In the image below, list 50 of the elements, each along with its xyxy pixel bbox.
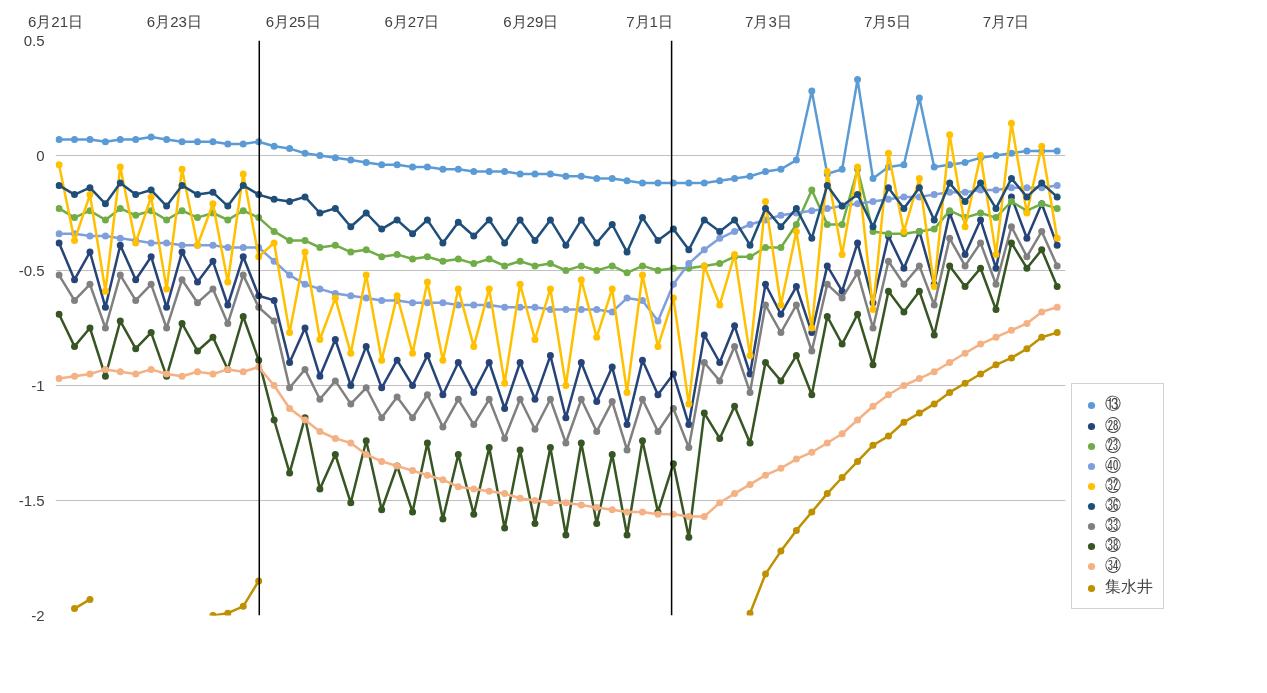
x-tick-label: 6月23日 xyxy=(146,12,202,30)
point xyxy=(823,490,831,498)
point xyxy=(1038,333,1046,341)
legend-label: ㊵ xyxy=(1105,457,1122,475)
x-tick-label: 6月25日 xyxy=(265,12,321,30)
point xyxy=(86,595,94,603)
point xyxy=(930,400,938,408)
x-tick-label: 7月5日 xyxy=(863,12,911,30)
y-tick-label: -1 xyxy=(31,376,45,394)
y-tick-label: -2 xyxy=(31,606,45,624)
y-tick-label: 0.5 xyxy=(23,31,45,49)
legend-label: ㉜ xyxy=(1105,477,1122,495)
legend-label: ㊳ xyxy=(1105,537,1122,555)
x-tick-label: 7月3日 xyxy=(745,12,792,30)
x-tick-label: 7月1日 xyxy=(626,12,673,30)
point xyxy=(792,526,800,534)
point xyxy=(900,418,908,426)
point xyxy=(946,388,954,396)
legend-label: ㊱ xyxy=(1105,497,1122,515)
x-tick-label: 7月7日 xyxy=(982,12,1030,30)
point xyxy=(1007,354,1015,362)
legend-label: ㉝ xyxy=(1105,517,1122,535)
x-tick-label: 6月21日 xyxy=(27,12,84,30)
legend-label: ㉞ xyxy=(1105,557,1122,575)
point xyxy=(961,379,969,387)
point xyxy=(869,441,877,449)
x-tick-label: 6月29日 xyxy=(503,12,559,30)
point xyxy=(854,457,862,465)
y-tick-label: -0.5 xyxy=(18,261,45,279)
legend-label: ⑬ xyxy=(1105,394,1122,414)
legend-label: ㉘ xyxy=(1105,417,1122,435)
point xyxy=(992,361,1000,369)
point xyxy=(1023,345,1031,353)
point xyxy=(746,609,754,616)
y-tick-label: 0 xyxy=(36,146,45,164)
point xyxy=(777,547,785,555)
point xyxy=(915,409,923,417)
point xyxy=(1053,329,1061,337)
point xyxy=(977,370,985,378)
point xyxy=(224,609,232,616)
point xyxy=(838,474,846,481)
legend-label: 集水井 xyxy=(1105,577,1153,597)
point xyxy=(808,508,816,516)
y-tick-label: -1.5 xyxy=(18,491,45,509)
point xyxy=(884,432,892,440)
point xyxy=(71,605,79,613)
point xyxy=(239,602,247,610)
point xyxy=(761,570,769,578)
legend-label: ㉓ xyxy=(1105,437,1122,455)
x-tick-label: 6月27日 xyxy=(384,12,440,30)
